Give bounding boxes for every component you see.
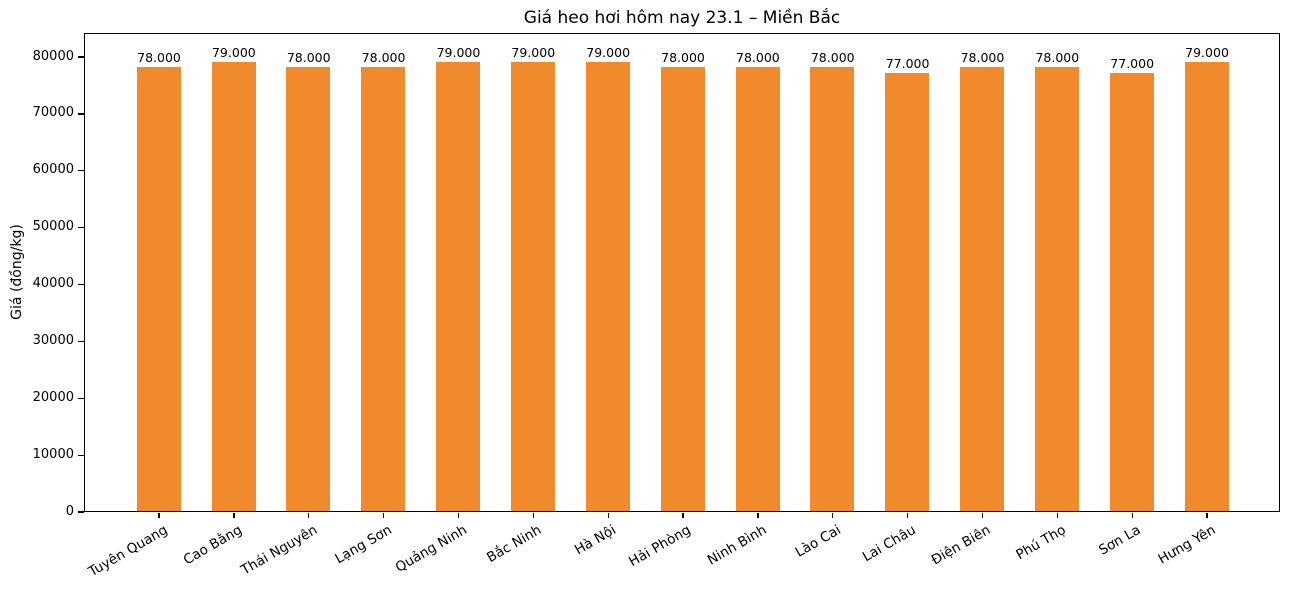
x-tick-mark xyxy=(757,513,759,519)
x-tick-label: Lào Cai xyxy=(792,522,844,561)
bar-value-label: 78.000 xyxy=(736,50,780,66)
x-tick-mark xyxy=(382,513,385,519)
y-axis-label: Giá (đồng/kg) xyxy=(9,224,25,320)
plot-area xyxy=(84,33,1280,512)
y-tick-mark xyxy=(78,454,84,456)
x-tick-mark xyxy=(308,513,310,519)
x-tick-label: Bắc Ninh xyxy=(484,522,545,566)
y-tick-mark xyxy=(78,397,84,399)
bar-value-label: 77.000 xyxy=(1110,56,1155,72)
bar xyxy=(211,61,256,511)
x-tick-mark xyxy=(1056,513,1059,519)
bar xyxy=(810,67,855,511)
bar xyxy=(436,61,481,511)
bar xyxy=(585,61,630,511)
x-tick-mark xyxy=(832,513,834,519)
bar xyxy=(1184,61,1229,511)
y-tick-label: 60000 xyxy=(32,162,74,178)
bar-value-label: 79.000 xyxy=(511,44,556,60)
y-tick-label: 80000 xyxy=(32,48,74,64)
y-tick-mark xyxy=(78,56,84,58)
x-tick-label: Quảng Ninh xyxy=(392,522,470,576)
bar xyxy=(735,67,780,511)
bar-value-label: 79.000 xyxy=(1185,44,1229,60)
x-tick-label: Hà Nội xyxy=(572,522,620,559)
bar-value-label: 79.000 xyxy=(211,44,256,60)
bar-value-label: 78.000 xyxy=(137,50,181,66)
x-tick-label: Lai Châu xyxy=(859,522,919,566)
bar-value-label: 78.000 xyxy=(286,50,331,66)
bar xyxy=(660,67,705,511)
bar xyxy=(1035,67,1080,511)
bar xyxy=(511,61,555,511)
bar-value-label: 78.000 xyxy=(960,50,1005,66)
bar-value-label: 77.000 xyxy=(885,56,930,72)
bar-value-label: 79.000 xyxy=(586,44,631,60)
x-tick-mark xyxy=(532,513,534,519)
bar xyxy=(286,67,331,511)
y-tick-mark xyxy=(78,340,84,343)
x-tick-label: Phú Thọ xyxy=(1013,522,1069,564)
x-tick-label: Tuyên Quang xyxy=(85,522,170,581)
bar-value-label: 78.000 xyxy=(810,50,855,66)
x-tick-label: Lạng Sơn xyxy=(332,522,395,568)
bar-value-label: 78.000 xyxy=(361,50,406,66)
x-tick-label: Sơn La xyxy=(1095,522,1144,559)
chart-title: Giá heo hơi hôm nay 23.1 – Miền Bắc xyxy=(523,8,841,28)
y-tick-label: 30000 xyxy=(32,332,74,348)
y-tick-mark xyxy=(78,511,84,513)
x-tick-label: Thái Nguyên xyxy=(237,522,320,579)
y-tick-label: 70000 xyxy=(32,105,74,121)
x-tick-mark xyxy=(682,513,684,519)
y-tick-label: 40000 xyxy=(32,276,74,291)
x-tick-label: Hải Phòng xyxy=(626,522,695,571)
y-tick-mark xyxy=(78,283,84,286)
x-tick-mark xyxy=(907,513,909,519)
y-tick-mark xyxy=(78,227,84,229)
bar-value-label: 78.000 xyxy=(661,50,705,66)
y-tick-label: 0 xyxy=(65,503,74,519)
x-tick-mark xyxy=(233,513,235,519)
bar xyxy=(136,67,181,511)
x-tick-mark xyxy=(1131,513,1133,519)
x-tick-label: Hưng Yên xyxy=(1155,522,1219,568)
bar xyxy=(885,73,930,511)
x-tick-mark xyxy=(457,513,460,519)
bar xyxy=(1109,73,1154,511)
x-tick-mark xyxy=(981,513,984,519)
x-tick-mark xyxy=(158,513,160,519)
bar-value-label: 78.000 xyxy=(1035,50,1080,66)
x-tick-mark xyxy=(607,513,609,519)
x-tick-label: Điện Biên xyxy=(928,522,994,569)
bar xyxy=(361,67,406,511)
bar xyxy=(960,67,1005,511)
y-tick-label: 50000 xyxy=(32,219,74,235)
y-tick-mark xyxy=(78,113,84,115)
y-tick-mark xyxy=(78,170,84,172)
x-tick-mark xyxy=(1206,513,1208,519)
y-tick-label: 10000 xyxy=(32,446,74,462)
y-tick-label: 20000 xyxy=(32,389,74,405)
x-tick-label: Cao Bằng xyxy=(180,522,245,569)
bar-value-label: 79.000 xyxy=(436,44,481,60)
x-tick-label: Ninh Bình xyxy=(704,522,769,569)
